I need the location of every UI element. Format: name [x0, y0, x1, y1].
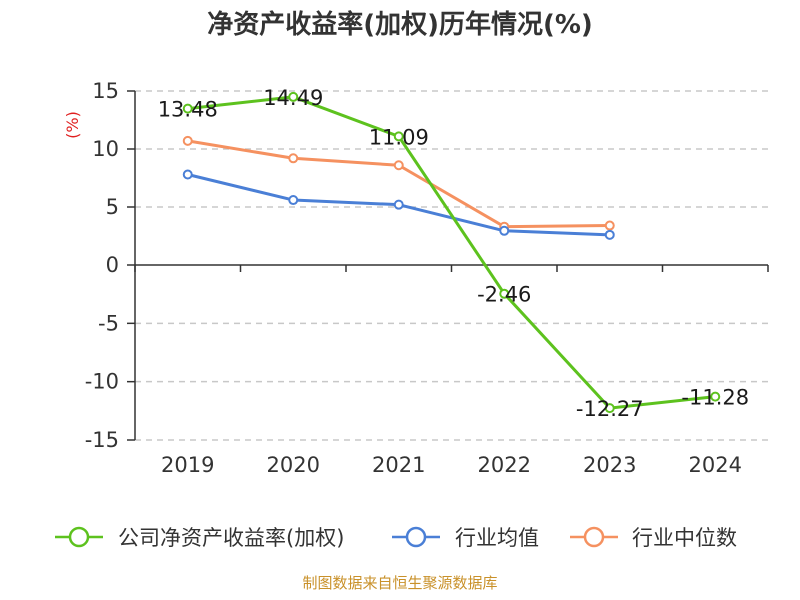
- legend-item-0[interactable]: 公司净资产收益率(加权): [55, 526, 344, 550]
- data-point[interactable]: [288, 195, 299, 206]
- data-point[interactable]: [393, 160, 404, 171]
- data-point[interactable]: [499, 225, 510, 236]
- data-labels: 13.48 14.49 11.09 -2.46 -12.27 -11.28: [158, 86, 749, 421]
- data-label: -12.27: [576, 397, 644, 421]
- y-tick-label: 0: [106, 253, 119, 277]
- y-axis-unit-label: (%): [63, 111, 82, 139]
- x-tick-label: 2024: [689, 453, 742, 477]
- legend-item-2[interactable]: 行业中位数: [570, 526, 737, 550]
- data-label: 11.09: [369, 125, 429, 149]
- legend-label: 行业中位数: [632, 526, 737, 550]
- data-label: -11.28: [681, 386, 749, 410]
- data-point[interactable]: [182, 135, 193, 146]
- axes: 15 10 5 0 -5 -10 -15 2019 2020 2021 2022 2023 2024: [85, 79, 769, 477]
- x-tick-label: 2021: [372, 453, 425, 477]
- series-line-2: [187, 139, 610, 229]
- legend-swatch-marker: [583, 526, 605, 548]
- data-label: 13.48: [158, 98, 218, 122]
- legend-swatch-marker: [68, 526, 90, 548]
- data-label: 14.49: [263, 86, 323, 110]
- data-point[interactable]: [182, 169, 193, 180]
- data-point[interactable]: [710, 391, 721, 402]
- y-tick-label: 15: [92, 79, 119, 103]
- chart-title: 净资产收益率(加权)历年情况(%): [207, 9, 593, 40]
- data-point[interactable]: [288, 153, 299, 164]
- data-point[interactable]: [604, 403, 615, 414]
- y-tick-label: -15: [85, 428, 119, 452]
- data-point[interactable]: [499, 288, 510, 299]
- data-label: -2.46: [477, 283, 531, 307]
- y-tick-label: 5: [106, 195, 119, 219]
- legend-swatch-marker: [405, 526, 427, 548]
- series-lines: [182, 91, 721, 414]
- legend-item-1[interactable]: 行业均值: [392, 526, 539, 550]
- data-point[interactable]: [182, 103, 193, 114]
- series-line-0: [187, 95, 716, 410]
- x-tick-label: 2019: [161, 453, 214, 477]
- data-point[interactable]: [604, 229, 615, 240]
- x-tick-label: 2022: [478, 453, 531, 477]
- data-source-note: 制图数据来自恒生聚源数据库: [302, 574, 497, 592]
- data-point[interactable]: [288, 91, 299, 102]
- x-tick-label: 2023: [583, 453, 636, 477]
- y-tick-label: -10: [85, 370, 119, 394]
- legend-label: 行业均值: [455, 526, 539, 550]
- legend[interactable]: 公司净资产收益率(加权) 行业均值 行业中位数: [55, 526, 737, 550]
- y-tick-label: 10: [92, 137, 119, 161]
- data-point[interactable]: [393, 199, 404, 210]
- data-point[interactable]: [393, 131, 404, 142]
- y-tick-label: -5: [98, 311, 119, 335]
- x-tick-label: 2020: [267, 453, 320, 477]
- legend-label: 公司净资产收益率(加权): [118, 526, 344, 550]
- data-point[interactable]: [604, 220, 615, 231]
